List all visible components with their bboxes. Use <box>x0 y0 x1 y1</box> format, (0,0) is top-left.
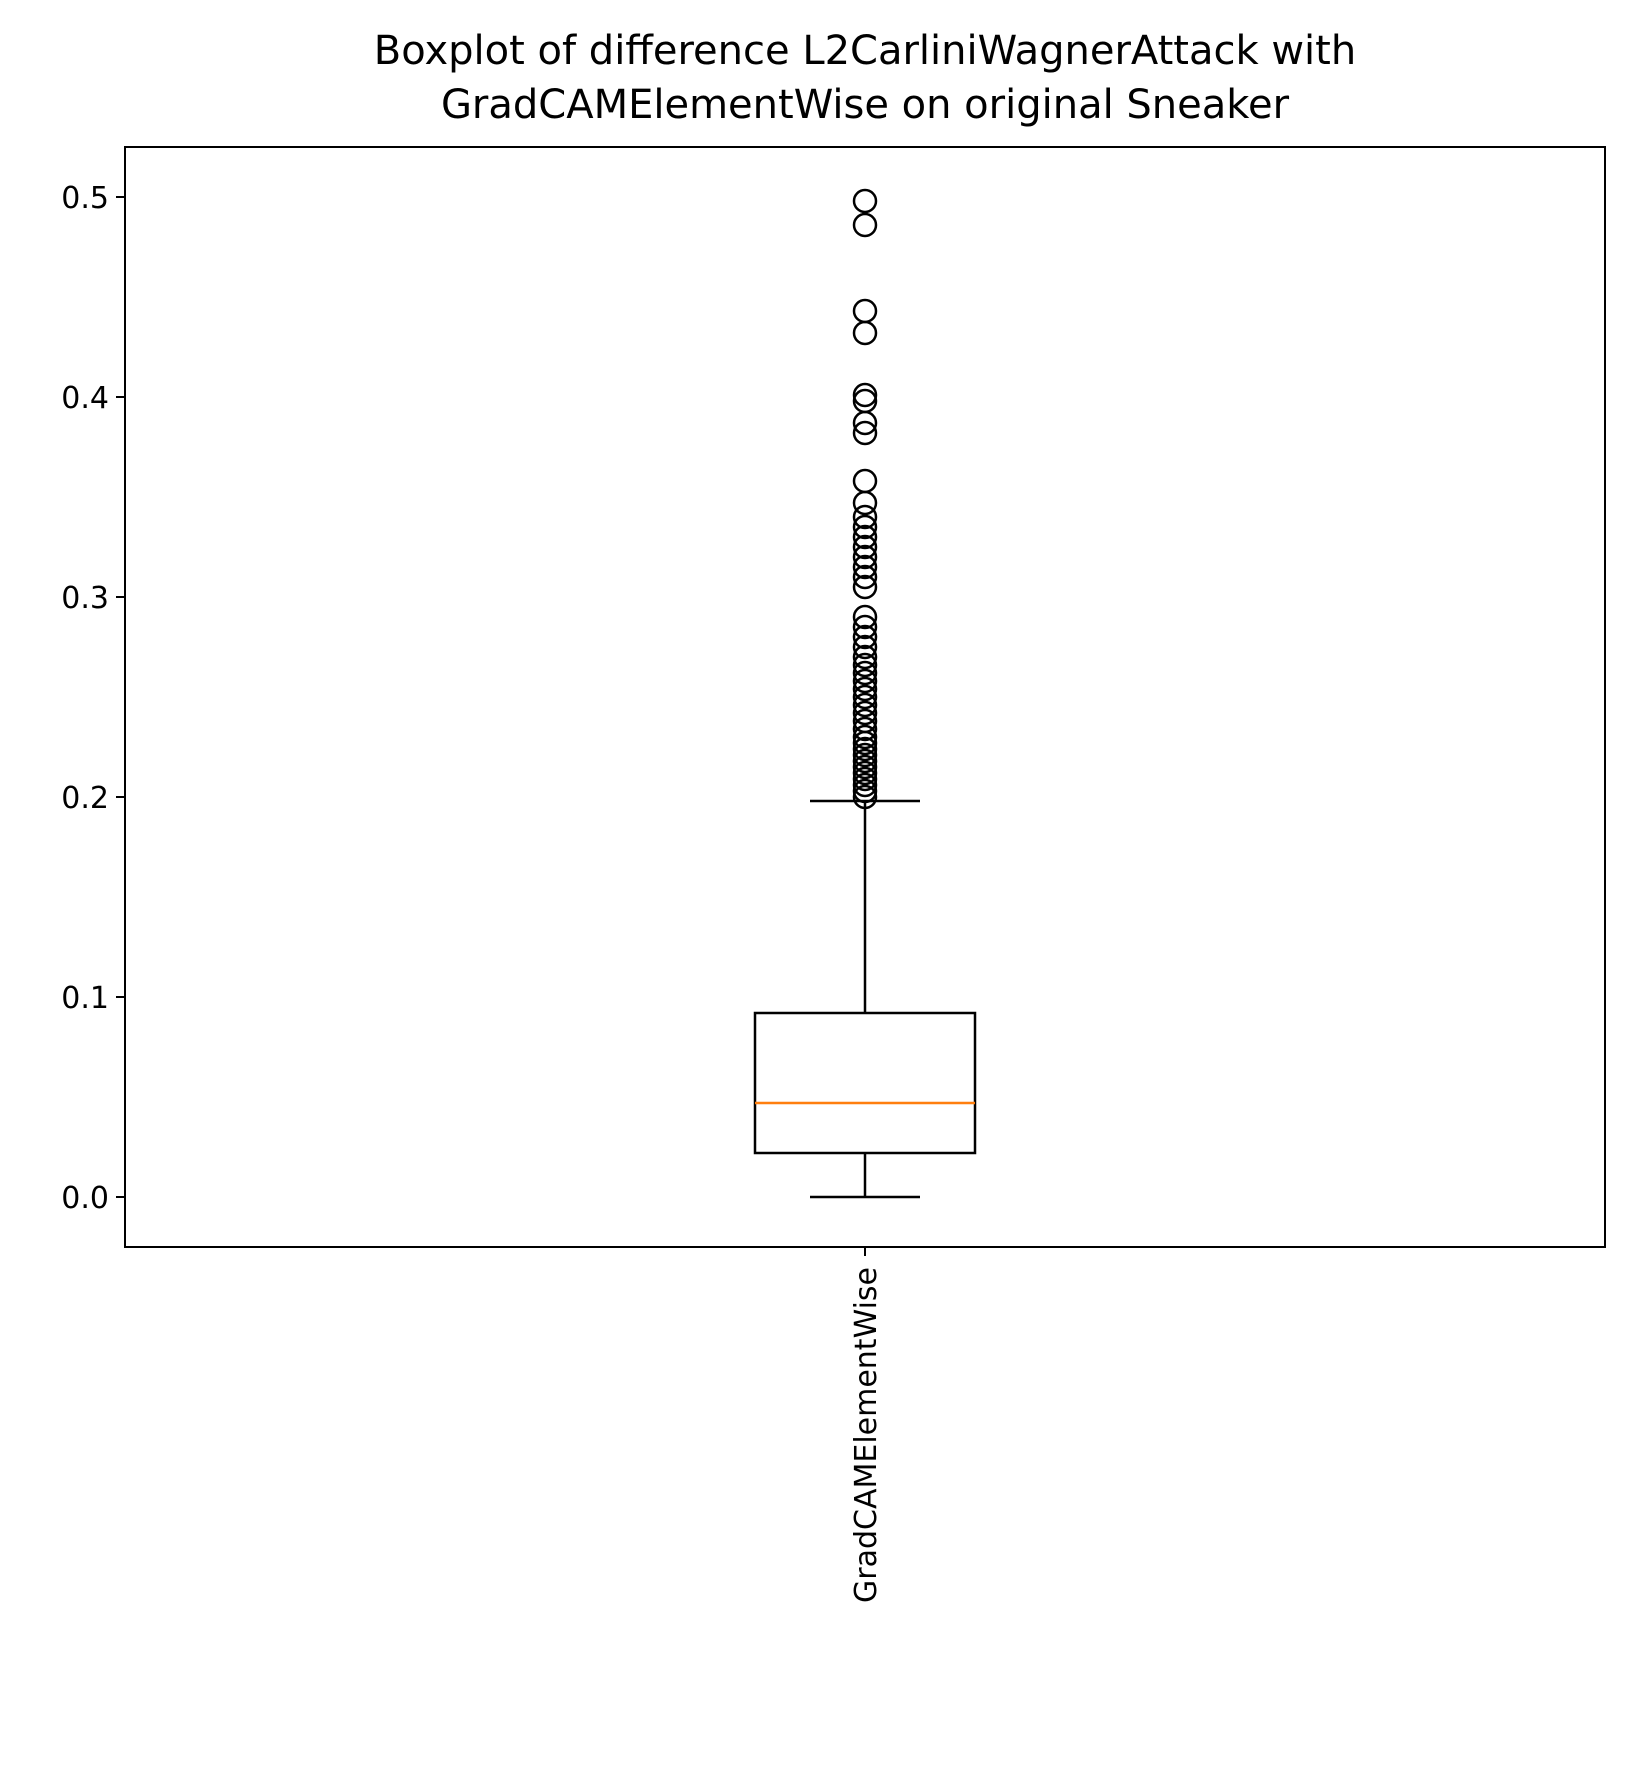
outlier-point <box>852 634 878 660</box>
iqr-box <box>753 1011 977 1155</box>
outlier-point <box>852 468 878 494</box>
outlier-point <box>852 524 878 550</box>
outlier-point <box>852 644 878 670</box>
outlier-point <box>852 700 878 726</box>
outlier-point <box>852 574 878 600</box>
y-tick-label: 0.2 <box>61 781 109 816</box>
outlier-point <box>852 514 878 540</box>
plot-area: 0.0 0.1 0.2 0.3 0.4 0.5 GradCAMElementWise <box>61 181 977 1603</box>
y-tick-label: 0.0 <box>61 1181 109 1216</box>
y-tick-label: 0.5 <box>61 181 109 216</box>
axes-frame <box>124 146 1606 1248</box>
x-tick-label: GradCAMElementWise <box>849 1267 884 1603</box>
outlier-point <box>852 748 878 774</box>
outlier-point <box>852 188 878 214</box>
chart-title: Boxplot of difference L2CarliniWagnerAtt… <box>374 28 1356 128</box>
outlier-point <box>852 298 878 324</box>
y-tick-label: 0.3 <box>61 581 109 616</box>
outlier-point <box>852 504 878 530</box>
outlier-point <box>852 320 878 346</box>
outlier-point <box>852 604 878 630</box>
y-tick-label: 0.4 <box>61 381 109 416</box>
outlier-point <box>852 784 878 810</box>
outlier-point <box>852 554 878 580</box>
outlier-point <box>852 778 878 804</box>
chart-title-line-2: GradCAMElementWise on original Sneaker <box>441 82 1290 128</box>
outlier-point <box>852 766 878 792</box>
outlier-point <box>852 668 878 694</box>
outlier-point <box>852 624 878 650</box>
outlier-point <box>852 652 878 678</box>
outlier-point <box>852 564 878 590</box>
outlier-point <box>852 388 878 414</box>
outlier-point <box>852 490 878 516</box>
chart-title-line-1: Boxplot of difference L2CarliniWagnerAtt… <box>374 28 1356 74</box>
outlier-point <box>852 212 878 238</box>
outlier-point <box>852 716 878 742</box>
outlier-point <box>852 614 878 640</box>
outlier-point <box>852 772 878 798</box>
outlier-point <box>852 382 878 408</box>
outlier-point <box>852 736 878 762</box>
outlier-point <box>852 534 878 560</box>
y-tick-label: 0.1 <box>61 981 109 1016</box>
outlier-point <box>852 684 878 710</box>
outlier-point <box>852 676 878 702</box>
outlier-point <box>852 724 878 750</box>
outlier-point <box>852 742 878 768</box>
outlier-point <box>852 754 878 780</box>
outlier-point <box>852 420 878 446</box>
outlier-point <box>852 692 878 718</box>
outlier-point <box>852 660 878 686</box>
outlier-point <box>852 544 878 570</box>
outlier-point <box>852 708 878 734</box>
outlier-point <box>852 760 878 786</box>
